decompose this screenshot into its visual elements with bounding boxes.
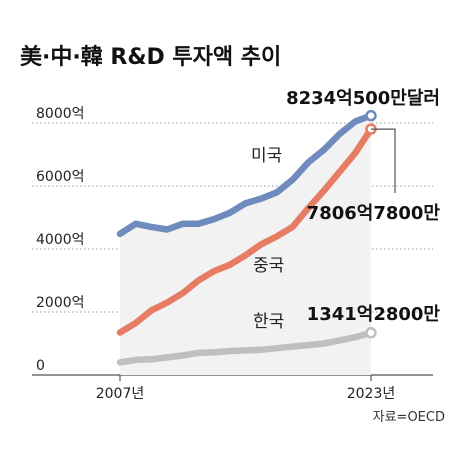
y-tick-label: 0 (36, 358, 45, 374)
korea-series-label: 한국 (253, 312, 284, 332)
us-end-label: 8234억500만달러 (286, 88, 440, 109)
y-tick-label: 8000억 (36, 106, 85, 122)
korea-end-label: 1341억2800만 (307, 304, 441, 325)
korea-end-marker (365, 327, 377, 339)
us-end-marker (365, 109, 377, 122)
x-axis-ticks: 2007년 2023년 (96, 375, 396, 402)
y-tick-label: 4000억 (36, 232, 85, 248)
us-area (120, 115, 371, 375)
y-axis-ticks: 8000억 6000억 4000억 2000억 0 (36, 106, 85, 374)
x-tick-label: 2023년 (347, 386, 396, 402)
us-series-label: 미국 (251, 146, 282, 166)
china-end-label: 7806억7800만 (307, 203, 441, 224)
series-lines (116, 109, 377, 366)
china-label-connector (371, 128, 396, 193)
y-tick-label: 2000억 (36, 295, 85, 311)
korea-series-line (116, 329, 375, 366)
us-area-fill (120, 115, 371, 375)
china-series-line (116, 125, 375, 336)
x-tick-label: 2007년 (96, 386, 145, 402)
us-series-line (116, 112, 375, 238)
y-tick-label: 6000억 (36, 169, 85, 185)
source-note: 자료=OECD (373, 410, 445, 425)
china-series-label: 중국 (253, 256, 284, 276)
chart-title: 美·中·韓 R&D 투자액 추이 (20, 44, 281, 70)
